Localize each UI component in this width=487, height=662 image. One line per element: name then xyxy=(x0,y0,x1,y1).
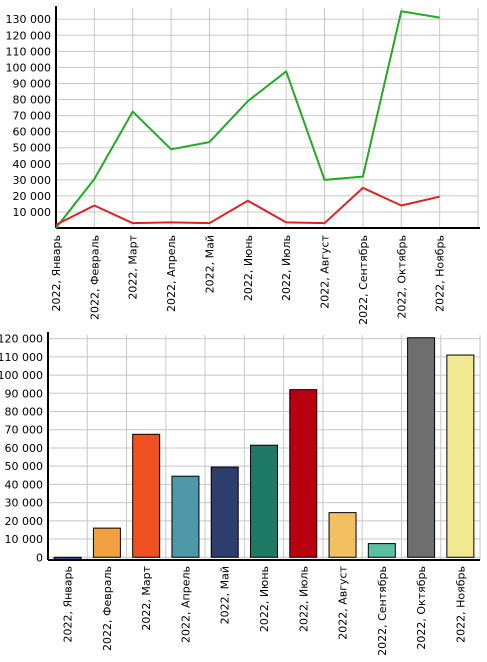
line-chart-xtick-label: 2022, Август xyxy=(319,234,332,308)
bar-chart-xtick-label: 2022, Январь xyxy=(62,566,75,643)
bar-chart-xtick-label: 2022, Август xyxy=(337,565,350,639)
bar-chart-ytick-label: 50 000 xyxy=(5,460,44,473)
bar-chart-ytick-label: 120 000 xyxy=(0,333,43,346)
bar xyxy=(132,433,161,558)
bar-chart-ytick-label: 0 xyxy=(36,551,43,564)
line-chart-ytick-label: 130 000 xyxy=(6,13,52,26)
bar xyxy=(407,337,436,558)
bar-chart-ytick-label: 10 000 xyxy=(5,533,44,546)
line-chart-ytick-label: 20 000 xyxy=(13,190,52,203)
bar xyxy=(210,466,239,558)
line-chart-ytick-label: 120 000 xyxy=(6,29,52,42)
bar-chart-ytick-label: 110 000 xyxy=(0,351,43,364)
line-chart-ytick-label: 70 000 xyxy=(13,110,52,123)
line-series-1 xyxy=(55,10,440,229)
bar-chart-xtick-label: 2022, Май xyxy=(219,566,232,624)
line-chart-ytick-label: 40 000 xyxy=(13,158,52,171)
line-series-2 xyxy=(55,186,440,226)
bar-chart-ytick-label: 70 000 xyxy=(5,424,44,437)
bar-chart-ytick-label: 100 000 xyxy=(0,369,43,382)
line-chart-xtick-label: 2022, Февраль xyxy=(88,235,101,320)
bar xyxy=(171,475,200,558)
bar xyxy=(92,527,121,558)
line-chart-ytick-label: 10 000 xyxy=(13,206,52,219)
bar-chart-ytick-label: 60 000 xyxy=(5,442,44,455)
bar-chart-xtick-label: 2022, Октябрь xyxy=(415,566,428,650)
bar xyxy=(250,444,278,558)
line-chart-ytick-label: 50 000 xyxy=(13,142,52,155)
line-chart-ytick-label: 110 000 xyxy=(6,45,52,58)
line-chart-xtick-label: 2022, Апрель xyxy=(165,235,178,312)
bar-chart-ytick-label: 30 000 xyxy=(5,497,44,510)
bar-chart: 0 10 000 20 000 30 000 40 000 50 000 60 000 70 … xyxy=(0,332,481,656)
line-chart-ytick-label: 80 000 xyxy=(13,94,52,107)
bar-chart-xtick-label: 2022, Июль xyxy=(297,566,310,632)
bar-chart-xtick-label: 2022, Ноябрь xyxy=(454,566,467,643)
bar-chart-xtick-label: 2022, Февраль xyxy=(101,566,114,651)
bar-chart-xtick-label: 2022, Март xyxy=(140,565,153,630)
bar xyxy=(367,543,396,558)
line-chart-ytick-label: 90 000 xyxy=(13,77,52,90)
bar-chart-ytick-label: 40 000 xyxy=(5,478,44,491)
bar xyxy=(446,354,475,558)
line-chart-xtick-label: 2022, Май xyxy=(203,235,216,293)
line-chart-ytick-label: 100 000 xyxy=(6,61,52,74)
bar-chart-xtick-label: 2022, Сентябрь xyxy=(376,566,389,656)
line-chart: 10 000 20 000 30 000 40 000 50 000 60 000 70 0… xyxy=(6,6,480,325)
bar-chart-ytick-label: 90 000 xyxy=(5,387,44,400)
line-chart-ytick-label: 30 000 xyxy=(13,174,52,187)
bar xyxy=(289,389,318,558)
bar-chart-ytick-label: 20 000 xyxy=(5,515,44,528)
bar-chart-xtick-label: 2022, Апрель xyxy=(179,566,192,643)
bar-chart-ytick-label: 80 000 xyxy=(5,406,44,419)
line-chart-xtick-label: 2022, Июль xyxy=(280,235,293,301)
line-chart-xtick-label: 2022, Октябрь xyxy=(395,235,408,319)
line-chart-ytick-label: 60 000 xyxy=(13,126,52,139)
line-chart-xtick-label: 2022, Ноябрь xyxy=(434,235,447,312)
bar-chart-xtick-label: 2022, Июнь xyxy=(258,566,271,632)
bar xyxy=(328,512,357,558)
line-chart-xtick-label: 2022, Сентябрь xyxy=(357,235,370,325)
line-chart-xtick-label: 2022, Июнь xyxy=(242,235,255,301)
line-chart-xtick-label: 2022, Январь xyxy=(50,235,63,312)
line-chart-xtick-label: 2022, Март xyxy=(127,234,140,299)
